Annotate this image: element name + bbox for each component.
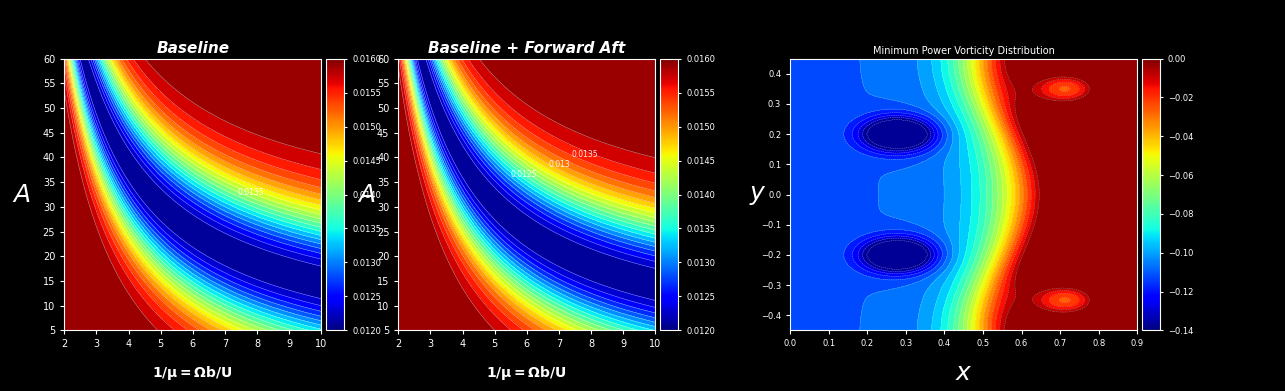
Text: 0.0125: 0.0125 [510, 170, 537, 179]
Title: Baseline: Baseline [157, 41, 229, 56]
Text: $\mathit{x}$: $\mathit{x}$ [955, 361, 973, 386]
Text: $\mathbf{1/\mu = \Omega b/U}$: $\mathbf{1/\mu = \Omega b/U}$ [487, 364, 567, 382]
Text: $\mathit{A}$: $\mathit{A}$ [357, 183, 375, 206]
Title: Minimum Power Vorticity Distribution: Minimum Power Vorticity Distribution [873, 47, 1055, 56]
Text: $\mathit{A}$: $\mathit{A}$ [13, 183, 31, 206]
Text: $\mathbf{1/\mu = \Omega b/U}$: $\mathbf{1/\mu = \Omega b/U}$ [153, 364, 233, 382]
Text: $\mathit{y}$: $\mathit{y}$ [749, 183, 767, 206]
Text: 0.0135: 0.0135 [238, 188, 263, 197]
Text: 0.013: 0.013 [549, 160, 569, 169]
Title: Baseline + Forward Aft: Baseline + Forward Aft [428, 41, 626, 56]
Text: 0.0135: 0.0135 [572, 151, 598, 160]
